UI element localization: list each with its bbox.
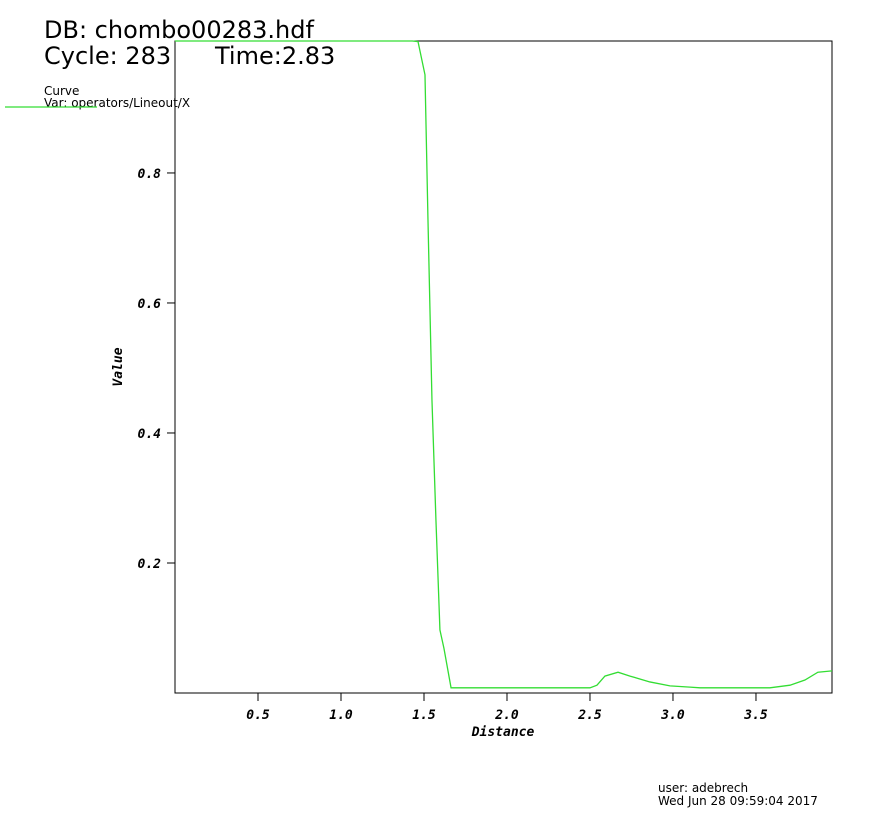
x-tick-label: 1.5 <box>412 708 436 723</box>
y-tick-label: 0.2 <box>138 557 162 572</box>
legend-label: Var: operators/Lineout/X <box>44 96 190 110</box>
y-axis-label: Value <box>111 347 126 386</box>
x-tick-label: 2.5 <box>577 708 602 723</box>
legend-title: Curve <box>44 84 79 98</box>
y-tick-label: 0.8 <box>138 167 162 182</box>
date-label: Wed Jun 28 09:59:04 2017 <box>658 794 818 808</box>
x-tick-label: 3.5 <box>743 708 768 723</box>
plot-frame <box>174 40 833 694</box>
y-tick-label: 0.4 <box>138 427 162 442</box>
x-axis-label: Distance <box>471 725 535 740</box>
time-label: Time:2.83 <box>214 42 335 70</box>
data-line <box>175 40 833 689</box>
x-tick-label: 0.5 <box>246 708 270 723</box>
db-label: DB: chombo00283.hdf <box>44 16 314 44</box>
y-tick-label: 0.6 <box>138 297 162 312</box>
cycle-label: Cycle: 283 <box>44 42 171 70</box>
x-tick-label: 3.0 <box>660 708 685 723</box>
user-label: user: adebrech <box>658 781 748 795</box>
x-tick-label: 2.0 <box>494 708 519 723</box>
x-tick-label: 1.0 <box>329 708 353 723</box>
